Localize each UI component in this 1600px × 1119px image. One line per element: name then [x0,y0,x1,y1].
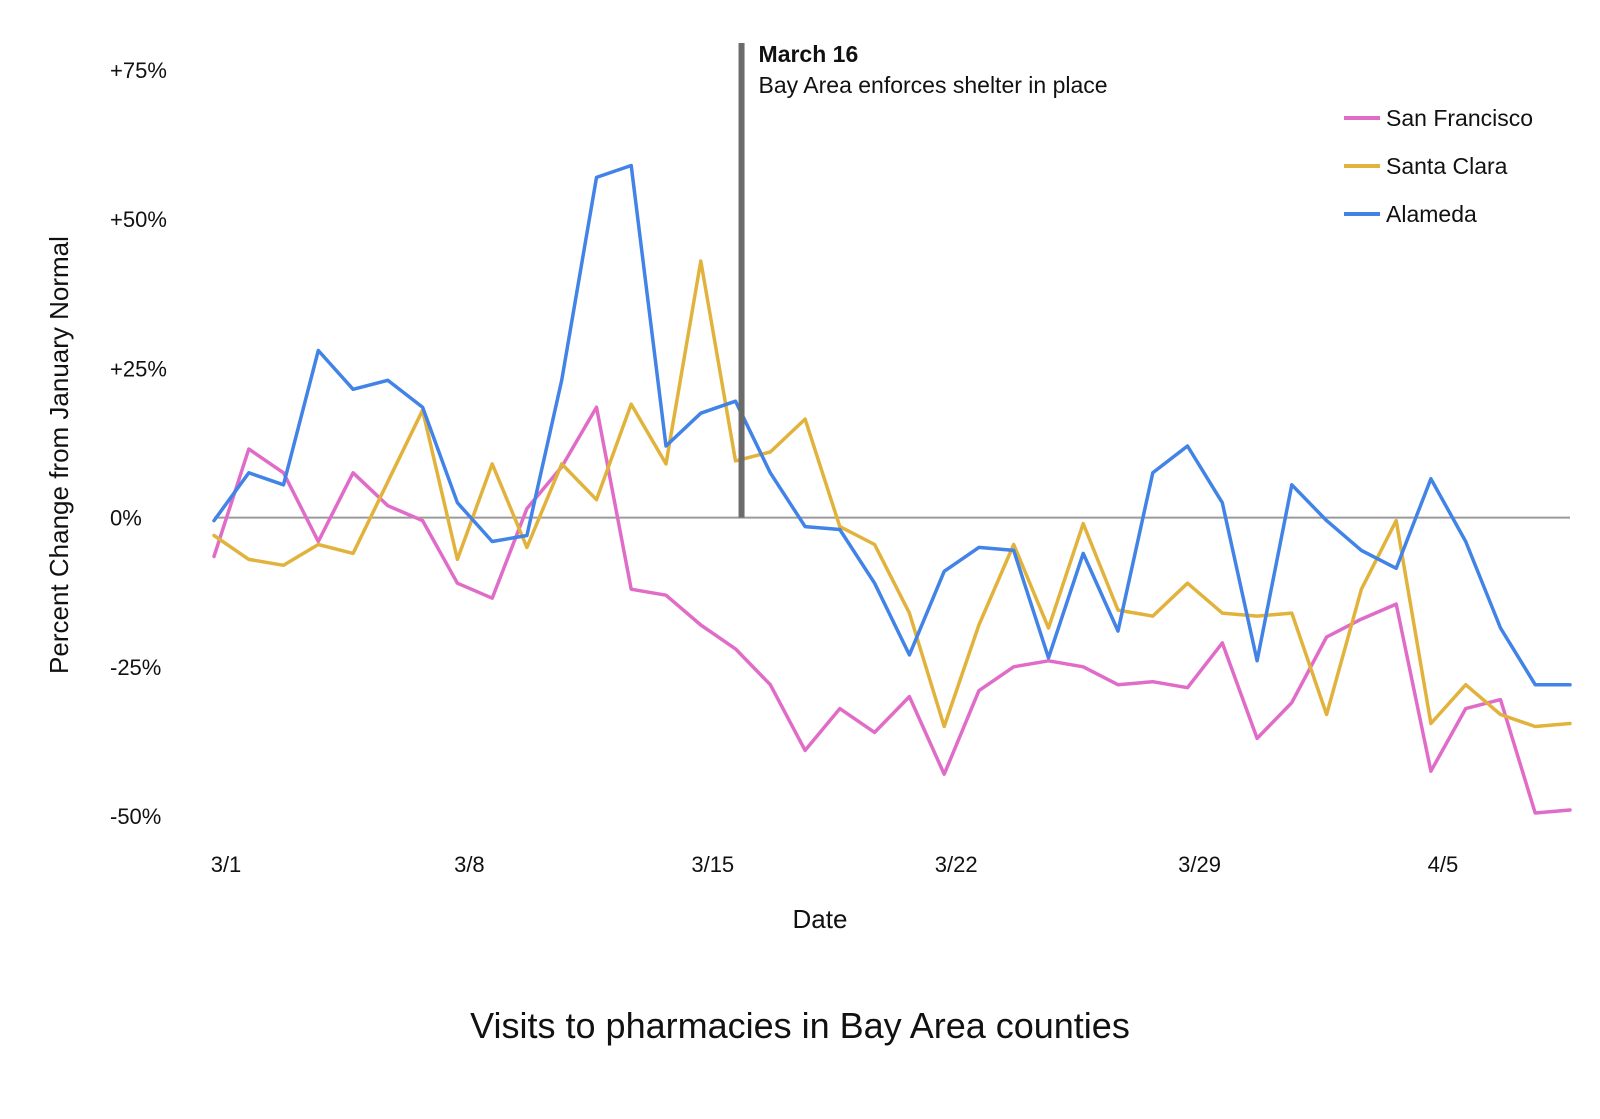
legend-label: San Francisco [1386,105,1533,131]
legend-label: Santa Clara [1386,153,1508,179]
y-tick-label: -25% [110,655,161,680]
x-axis-ticks: 3/1 3/8 3/15 3/22 3/29 4/5 [211,852,1459,877]
x-axis-title: Date [793,904,848,934]
series-line [212,259,1572,729]
chart-title: Visits to pharmacies in Bay Area countie… [470,1005,1130,1046]
x-tick-label: 3/22 [935,852,978,877]
annotation-text: Bay Area enforces shelter in place [759,72,1108,98]
series-line [212,163,1572,687]
y-axis-ticks: +75% +50% +25% 0% -25% -50% [110,58,167,829]
series-lines [212,163,1572,815]
y-axis-title: Percent Change from January Normal [44,236,74,674]
series-line [212,405,1572,815]
y-tick-label: +75% [110,58,167,83]
y-tick-label: -50% [110,804,161,829]
x-tick-label: 3/15 [691,852,734,877]
annotation-title: March 16 [759,41,859,67]
x-tick-label: 3/1 [211,852,242,877]
y-tick-label: +25% [110,356,167,381]
legend: San Francisco Santa Clara Alameda [1344,105,1533,227]
annotation: March 16 Bay Area enforces shelter in pl… [738,41,1108,518]
y-tick-label: +50% [110,207,167,232]
x-tick-label: 3/29 [1178,852,1221,877]
x-tick-label: 4/5 [1428,852,1459,877]
y-tick-label: 0% [110,506,142,531]
legend-label: Alameda [1386,201,1477,227]
x-tick-label: 3/8 [454,852,485,877]
annotation-marker-line [738,43,745,518]
